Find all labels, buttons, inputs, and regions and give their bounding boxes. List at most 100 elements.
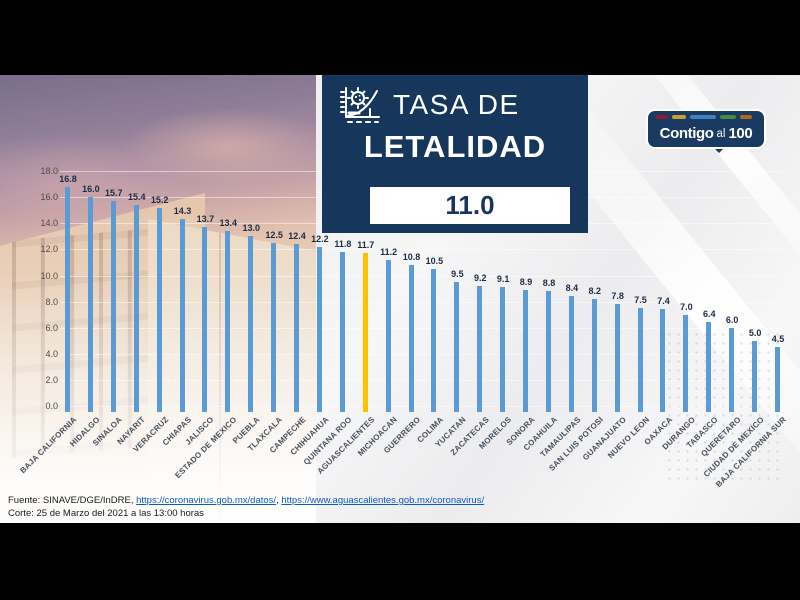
bar-chihuahua (316, 246, 322, 412)
bar-value-label: 7.4 (657, 296, 670, 307)
title-line-2: LETALIDAD (363, 129, 547, 164)
bar-tlaxcala (271, 242, 277, 412)
y-axis-label: 16.0 (40, 192, 58, 203)
bottom-letterbox (0, 523, 800, 600)
bar-yucatan (454, 282, 460, 412)
gridline (60, 301, 782, 303)
building-photo-background (0, 75, 316, 523)
bar-value-label: 6.0 (725, 314, 739, 325)
bar-ciudad-de-mexico (752, 340, 758, 412)
bar-value-label: 13.4 (219, 218, 238, 229)
bar-value-label: 12.2 (311, 233, 329, 244)
logo-stripe (672, 115, 686, 119)
logo-word-100: 100 (728, 125, 753, 142)
virus-chart-icon (340, 87, 380, 123)
logo-stripes (656, 115, 756, 119)
logo-stripe (690, 115, 716, 119)
logo-word-al: al (716, 127, 726, 140)
bar-puebla (248, 236, 254, 412)
bar-value-label: 13.7 (196, 214, 215, 225)
footer: Fuente: SINAVE/DGE/InDRE, https://corona… (8, 495, 484, 520)
bar-sinaloa (110, 201, 116, 412)
bar-sonora (523, 289, 529, 412)
bar-value-label: 10.8 (402, 252, 421, 263)
national-rate-box: 11.0 (370, 187, 570, 224)
bar-baja-california-sur (774, 347, 780, 412)
bar-value-label: 10.5 (425, 255, 444, 266)
logo-stripe (656, 115, 668, 119)
bar-value-label: 12.4 (288, 231, 306, 242)
bar-chiapas (179, 219, 185, 412)
bar-nuevo-leon (637, 308, 643, 412)
bar-colima (431, 268, 437, 412)
bar-value-label: 16.0 (82, 184, 100, 195)
source-separator: , (276, 495, 282, 506)
y-axis-label: 4.0 (45, 348, 58, 359)
y-axis-label: 6.0 (45, 322, 58, 333)
bar-san-luis-potosi (591, 298, 597, 412)
bar-oaxaca (660, 309, 666, 412)
gridline (60, 249, 782, 251)
bar-baja-california (65, 186, 70, 412)
bar-value-label: 11.7 (357, 240, 375, 251)
cutoff-line: Corte: 25 de Marzo del 2021 a las 13:00 … (8, 507, 204, 519)
title-row: TASA DE (336, 85, 520, 125)
bar-value-label: 15.7 (105, 188, 123, 199)
national-rate-value: 11.0 (445, 190, 495, 220)
bar-morelos (500, 287, 506, 412)
y-axis-label: 8.0 (45, 296, 58, 307)
source-link-1[interactable]: https://coronavirus.gob.mx/datos/ (136, 495, 277, 506)
bar-value-label: 8.9 (519, 276, 533, 287)
bar-value-label: 7.0 (680, 301, 693, 312)
bar-value-label: 7.5 (634, 295, 647, 306)
y-axis-label: 0.0 (45, 401, 58, 411)
bar-value-label: 4.5 (771, 334, 785, 345)
bar-value-label: 11.2 (380, 246, 398, 257)
bar-coahuila (545, 291, 551, 412)
bar-guanajuato (614, 304, 620, 412)
bar-tabasco (706, 322, 712, 412)
bar-queretaro (729, 327, 735, 412)
bar-jalisco (202, 227, 208, 412)
gridline (60, 275, 782, 277)
contigo-al-100-logo: Contigo al 100 (646, 109, 766, 159)
bar-value-label: 13.0 (242, 223, 260, 234)
bar-value-label: 7.8 (611, 291, 624, 302)
y-axis-label: 12.0 (40, 244, 58, 255)
bar-veracruz (156, 207, 162, 412)
y-axis-label: 2.0 (45, 374, 58, 385)
logo-bubble: Contigo al 100 (646, 109, 766, 149)
gridline (60, 327, 782, 329)
bar-value-label: 6.4 (703, 309, 716, 320)
top-letterbox (0, 0, 800, 75)
bar-value-label: 5.0 (748, 327, 762, 338)
bar-guerrero (408, 265, 414, 412)
x-axis-label: BAJA CALIFORNIA (18, 415, 79, 476)
bar-campeche (294, 244, 300, 412)
gridline (60, 406, 782, 407)
bar-value-label: 9.2 (473, 272, 487, 283)
gridline (60, 379, 782, 381)
bar-estado-de-mexico (225, 231, 231, 412)
bar-value-label: 15.2 (150, 194, 169, 205)
bar-value-label: 14.3 (173, 206, 192, 217)
title-card: TASA DE LETALIDAD 11.0 (322, 75, 588, 233)
bar-value-label: 9.5 (451, 269, 464, 280)
bar-value-label: 16.8 (59, 173, 77, 184)
source-link-2[interactable]: https://www.aguascalientes.gob.mx/corona… (281, 495, 485, 506)
title-line-1: TASA DE (393, 89, 520, 120)
bar-tamaulipas (568, 296, 574, 412)
source-line: Fuente: SINAVE/DGE/InDRE, https://corona… (8, 495, 484, 508)
logo-stripe (720, 115, 736, 119)
bar-value-label: 8.2 (588, 285, 602, 296)
bar-aguascalientes (362, 253, 368, 412)
bar-nayarit (133, 205, 139, 412)
logo-text: Contigo al 100 (648, 120, 764, 147)
bar-value-label: 8.4 (565, 283, 579, 294)
y-axis-label: 18.0 (40, 166, 58, 177)
slide-content: 0.0 2.0 4.0 6.0 8.0 10.0 12.0 14.0 16.0 18.0 16.8 B… (0, 75, 800, 523)
bar-value-label: 12.5 (265, 229, 283, 240)
bar-value-label: 9.1 (496, 274, 510, 285)
bar-quintana-roo (339, 252, 345, 412)
